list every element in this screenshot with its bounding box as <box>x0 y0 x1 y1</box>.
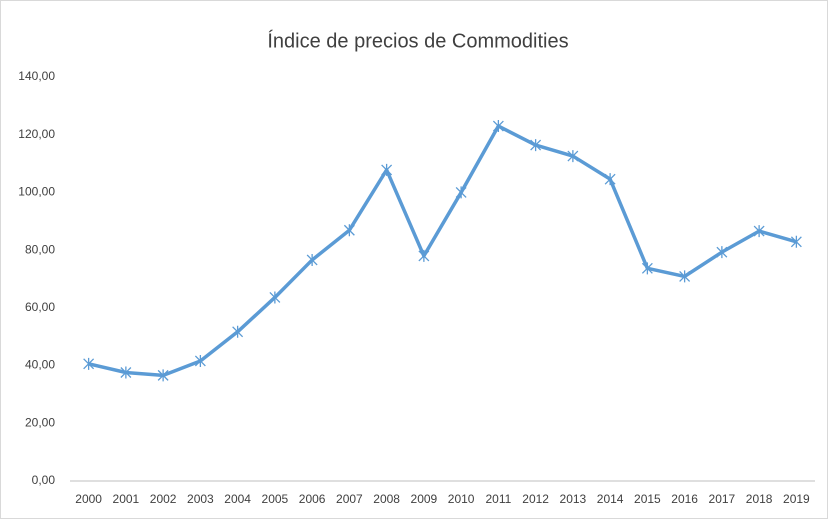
x-tick-label: 2014 <box>597 492 624 506</box>
y-tick-label: 20,00 <box>25 415 55 429</box>
x-tick-label: 2016 <box>671 492 698 506</box>
y-tick-label: 120,00 <box>18 127 55 141</box>
marker <box>194 354 206 367</box>
marker <box>120 366 132 379</box>
marker <box>157 369 169 382</box>
x-tick-label: 2019 <box>783 492 810 506</box>
marker <box>567 150 579 163</box>
marker <box>418 249 430 262</box>
y-tick-label: 80,00 <box>25 242 55 256</box>
x-tick-label: 2017 <box>709 492 736 506</box>
y-tick-label: 100,00 <box>18 185 55 199</box>
marker <box>753 225 765 238</box>
x-tick-label: 2005 <box>262 492 289 506</box>
marker <box>492 120 504 133</box>
x-tick-label: 2007 <box>336 492 363 506</box>
x-tick-label: 2015 <box>634 492 661 506</box>
x-tick-label: 2000 <box>75 492 102 506</box>
x-tick-label: 2008 <box>373 492 400 506</box>
marker <box>716 246 728 259</box>
x-tick-label: 2001 <box>113 492 140 506</box>
y-tick-label: 40,00 <box>25 358 55 372</box>
x-tick-label: 2011 <box>485 492 511 506</box>
x-tick-label: 2018 <box>746 492 773 506</box>
x-tick-label: 2003 <box>187 492 214 506</box>
marker <box>641 262 653 275</box>
x-tick-label: 2010 <box>448 492 475 506</box>
y-tick-label: 60,00 <box>25 300 55 314</box>
line-series <box>88 124 797 378</box>
x-tick-label: 2013 <box>560 492 587 506</box>
marker <box>604 173 616 186</box>
marker <box>232 325 244 338</box>
marker <box>530 139 542 152</box>
marker <box>343 224 355 237</box>
y-tick-label: 140,00 <box>18 69 55 83</box>
x-tick-label: 2012 <box>522 492 549 506</box>
marker <box>381 163 393 176</box>
x-tick-label: 2009 <box>411 492 438 506</box>
marker <box>455 186 467 199</box>
x-tick-label: 2006 <box>299 492 326 506</box>
x-tick-label: 2004 <box>224 492 251 506</box>
marker <box>306 253 318 266</box>
marker <box>83 357 95 370</box>
y-tick-label: 0,00 <box>32 473 56 487</box>
marker <box>269 291 281 304</box>
chart-title: Índice de precios de Commodities <box>267 29 568 52</box>
x-tick-label: 2002 <box>150 492 177 506</box>
marker <box>679 270 691 283</box>
marker <box>790 235 802 248</box>
